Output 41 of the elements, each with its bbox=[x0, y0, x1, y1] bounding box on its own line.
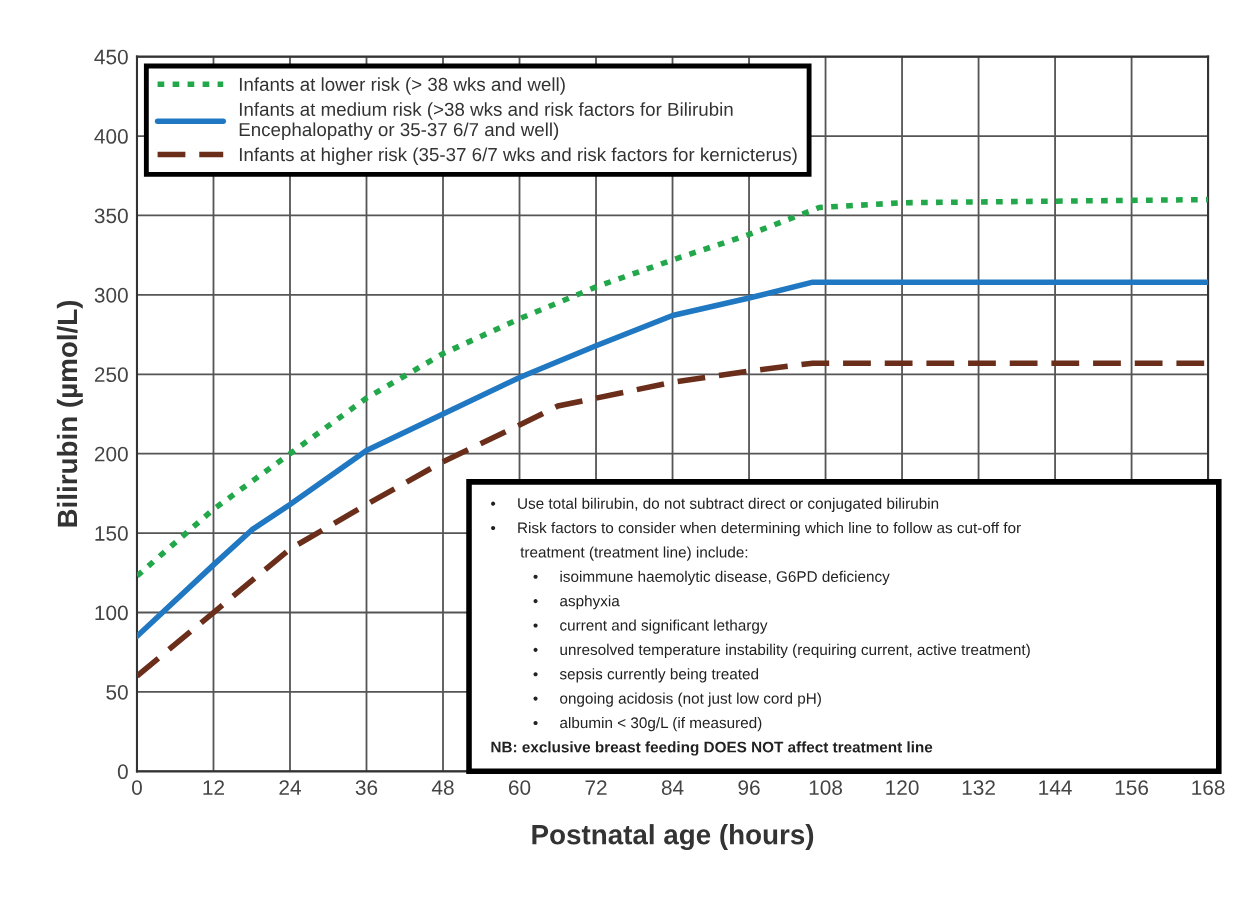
x-tick-label: 36 bbox=[355, 780, 378, 795]
x-tick-label: 60 bbox=[508, 780, 531, 795]
x-tick-label: 12 bbox=[203, 780, 225, 795]
annotation: • albumin < 30g/L (if measured) bbox=[533, 716, 762, 732]
legend-label: Infants at higher risk (35-37 6/7 wks and risk factors for kernicterus) bbox=[239, 147, 797, 165]
x-tick-label: 108 bbox=[809, 780, 843, 795]
legend-label: Infants at lower risk (> 38 wks and well) bbox=[239, 77, 565, 95]
annotation: • isoimmune haemolytic disease, G6PD deficiency bbox=[533, 570, 890, 586]
annotation: • unresolved temperature instability (requiring current, active treatment) bbox=[533, 643, 1030, 659]
annotation: • ongoing acidosis (not just low cord pH) bbox=[533, 692, 821, 707]
y-tick-label: 0 bbox=[117, 764, 128, 780]
y-tick-label: 50 bbox=[106, 684, 128, 700]
y-tick-label: 150 bbox=[95, 526, 128, 541]
y-tick-label: 250 bbox=[94, 367, 128, 383]
annotation: NB: exclusive breast feeding DOES NOT affect treatment line bbox=[491, 741, 933, 756]
annotation: • asphyxia bbox=[533, 595, 620, 610]
y-tick-label: 450 bbox=[94, 49, 128, 65]
x-tick-label: 144 bbox=[1039, 780, 1072, 795]
x-axis-title: Postnatal age (hours) bbox=[532, 824, 814, 851]
x-tick-label: 168 bbox=[1192, 780, 1225, 795]
y-tick-label: 100 bbox=[95, 605, 128, 621]
x-tick-label: 96 bbox=[738, 780, 760, 795]
legend-label: Infants at medium risk (>38 wks and risk factors for Bilirubin Encephalopathy or 35-37 6/7 and well) bbox=[239, 102, 733, 140]
y-tick-label: 300 bbox=[94, 287, 128, 303]
x-tick-label: 48 bbox=[431, 780, 454, 795]
y-tick-label: 350 bbox=[94, 208, 128, 224]
x-tick-label: 0 bbox=[132, 780, 142, 795]
y-tick-label: 200 bbox=[94, 446, 128, 462]
annotation: • current and significant lethargy bbox=[533, 619, 768, 634]
x-tick-label: 84 bbox=[661, 780, 684, 795]
x-tick-label: 72 bbox=[585, 780, 607, 795]
x-tick-label: 156 bbox=[1115, 780, 1149, 795]
annotation: • Use total bilirubin, do not subtract direct or conjugated bilirubin bbox=[491, 497, 939, 512]
y-tick-label: 400 bbox=[94, 129, 128, 144]
annotation: • sepsis currently being treated bbox=[533, 668, 759, 683]
annotation: treatment (treatment line) include: bbox=[520, 546, 748, 561]
y-axis-title: Bilirubin (µmol/L) bbox=[56, 300, 83, 527]
x-tick-label: 120 bbox=[886, 780, 919, 795]
x-tick-label: 132 bbox=[962, 780, 995, 795]
annotation: • Risk factors to consider when determining which line to follow as cut-off for bbox=[491, 522, 1021, 537]
x-tick-label: 24 bbox=[279, 780, 301, 795]
